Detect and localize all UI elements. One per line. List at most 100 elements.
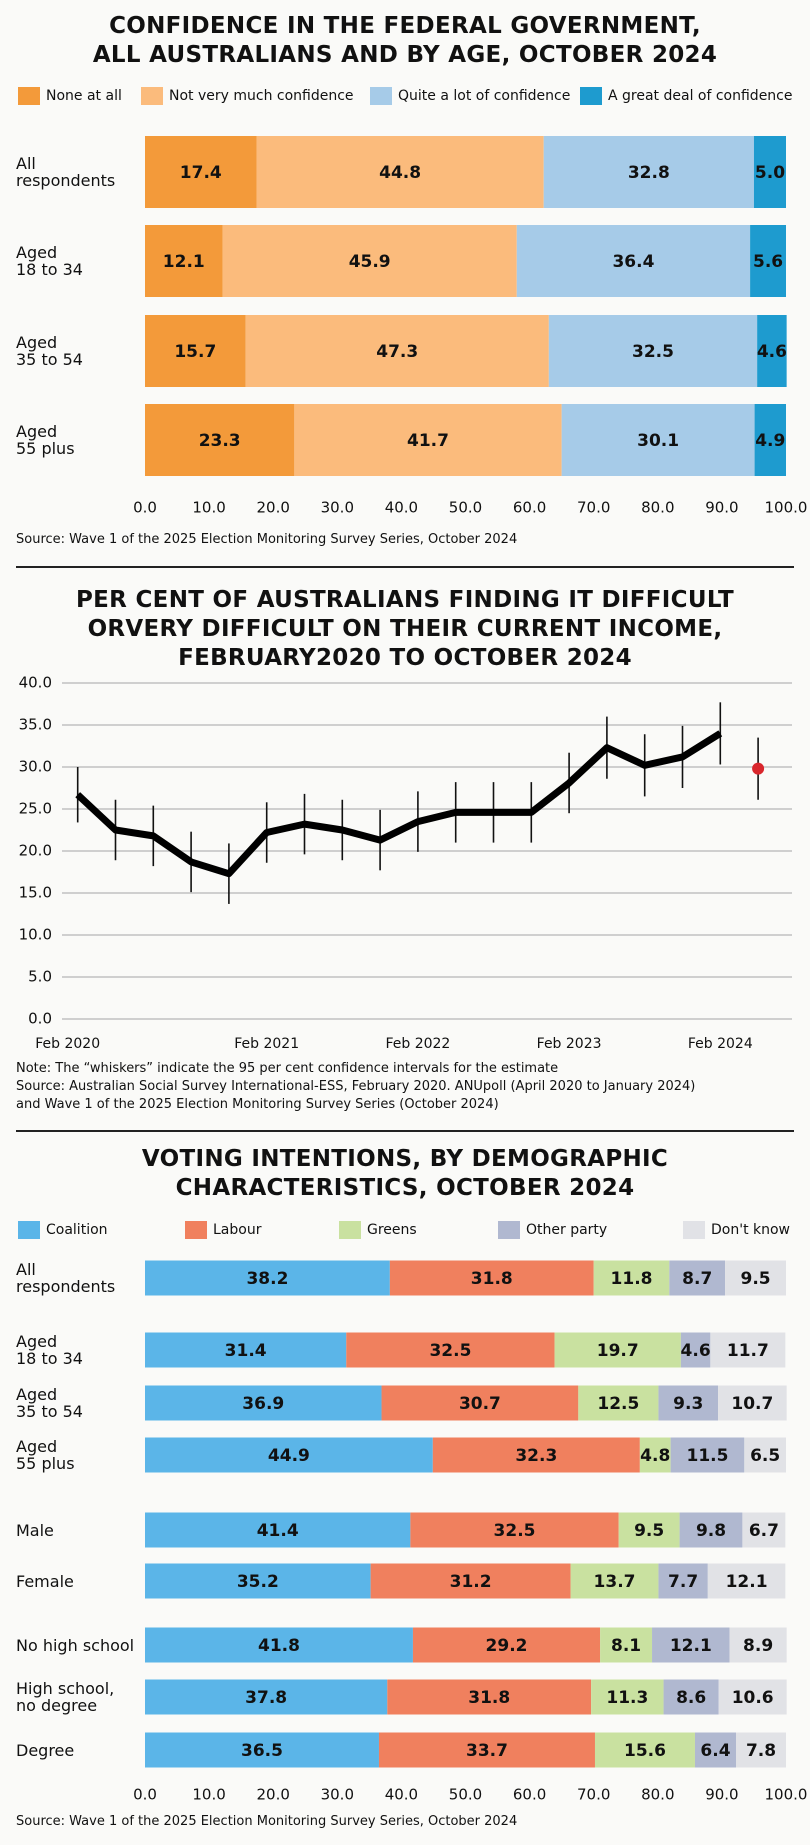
value-label: 19.7 (597, 1341, 639, 1361)
value-label: 7.8 (746, 1741, 776, 1761)
source: Source: Australian Social Survey Interna… (16, 1079, 696, 1112)
bar-segment (410, 1512, 619, 1548)
value-label: 32.5 (632, 342, 674, 362)
value-label: 8.1 (611, 1636, 641, 1656)
bar-segment (725, 1260, 786, 1296)
x-tick-label: 40.0 (385, 1786, 418, 1804)
value-label: 9.3 (673, 1394, 703, 1414)
legend-label: None at all (46, 88, 122, 104)
value-label: 5.0 (755, 163, 785, 183)
x-tick-label: 90.0 (705, 1786, 738, 1804)
value-label: 44.9 (268, 1446, 310, 1466)
bar-segment (381, 1385, 579, 1421)
legend-swatch (339, 1221, 361, 1239)
value-label: 31.8 (468, 1688, 510, 1708)
x-tick-label: Feb 2024 (688, 1036, 753, 1052)
bar-segment (663, 1679, 719, 1715)
bar-segment (548, 315, 758, 387)
chart-title: CONFIDENCE IN THE FEDERAL GOVERNMENT, AL… (92, 13, 718, 68)
line (75, 730, 723, 878)
category-label: All respondents (16, 1260, 116, 1296)
value-label: 8.6 (676, 1688, 706, 1708)
category-label: Aged 55 plus (16, 1437, 75, 1473)
bar-segment (750, 225, 786, 297)
value-label: 11.7 (727, 1341, 769, 1361)
value-label: 5.6 (753, 252, 783, 272)
x-tick-label: 10.0 (192, 1786, 225, 1804)
bar-segment (145, 1332, 347, 1368)
x-tick-label: 30.0 (321, 1786, 354, 1804)
bar-segment (145, 225, 223, 297)
value-label: 9.8 (696, 1521, 726, 1541)
x-tick-label: 10.0 (192, 499, 225, 517)
value-label: 36.9 (242, 1394, 284, 1414)
divider (16, 1130, 794, 1132)
bar-segment (256, 136, 544, 208)
bar-segment (561, 404, 755, 476)
bar-segment (389, 1260, 594, 1296)
value-label: 12.1 (726, 1572, 768, 1592)
value-label: 41.8 (258, 1636, 300, 1656)
x-tick-label: 50.0 (449, 1786, 482, 1804)
bar-segment (754, 404, 786, 476)
bar-segment (757, 315, 787, 387)
value-label: 6.5 (750, 1446, 780, 1466)
category-label: No high school (16, 1635, 135, 1655)
legend-label: Coalition (46, 1222, 108, 1238)
legend-label: Don't know (711, 1222, 790, 1238)
value-label: 4.8 (640, 1446, 670, 1466)
bar-segment (294, 404, 562, 476)
x-tick-label: 0.0 (133, 1786, 157, 1804)
bar-segment (145, 1385, 382, 1421)
legend-swatch (498, 1221, 520, 1239)
bar-segment (222, 225, 517, 297)
bar-segment (145, 315, 246, 387)
bar-segment (694, 1732, 737, 1768)
bar-segment (412, 1627, 601, 1663)
bar-segment (145, 1732, 379, 1768)
value-label: 11.3 (606, 1688, 648, 1708)
bar-segment (432, 1437, 640, 1473)
legend-label: Greens (367, 1222, 417, 1238)
legend-swatch (370, 87, 392, 105)
note: Note: The “whiskers” indicate the 95 per… (16, 1061, 559, 1076)
bar-segment (145, 1260, 390, 1296)
x-tick-label: 100.0 (765, 499, 808, 517)
x-tick-label: Feb 2021 (234, 1036, 299, 1052)
chart-title: VOTING INTENTIONS, BY DEMOGRAPHIC CHARAC… (141, 1146, 669, 1201)
value-label: 36.4 (612, 252, 654, 272)
x-tick-label: 100.0 (765, 1786, 808, 1804)
value-label: 33.7 (466, 1741, 508, 1761)
x-tick-label: 80.0 (641, 499, 674, 517)
bar-segment (718, 1385, 787, 1421)
value-label: 31.2 (450, 1572, 492, 1592)
y-tick-label: 40.0 (19, 674, 52, 692)
bar-segment (543, 136, 754, 208)
bar-segment (718, 1679, 787, 1715)
source: Source: Wave 1 of the 2025 Election Moni… (16, 532, 518, 547)
legend-swatch (580, 87, 602, 105)
value-label: 13.7 (594, 1572, 636, 1592)
category-label: Aged 55 plus (16, 422, 75, 458)
bar-segment (145, 1437, 433, 1473)
bar-segment (669, 1260, 726, 1296)
value-label: 30.7 (459, 1394, 501, 1414)
bar-segment (516, 225, 751, 297)
y-tick-label: 25.0 (19, 800, 52, 818)
bar-segment (591, 1679, 664, 1715)
legend-swatch (141, 87, 163, 105)
bar-segment (707, 1563, 786, 1599)
value-label: 8.9 (743, 1636, 773, 1656)
value-label: 44.8 (379, 163, 421, 183)
value-label: 41.7 (407, 431, 449, 451)
bar-segment (593, 1260, 670, 1296)
bar-segment (658, 1385, 719, 1421)
bar-segment (670, 1437, 745, 1473)
value-label: 12.1 (163, 252, 205, 272)
value-label: 31.4 (225, 1341, 267, 1361)
value-label: 6.4 (700, 1741, 730, 1761)
bar-segment (554, 1332, 681, 1368)
category-label: High school, no degree (16, 1679, 115, 1715)
value-label: 15.6 (624, 1741, 666, 1761)
